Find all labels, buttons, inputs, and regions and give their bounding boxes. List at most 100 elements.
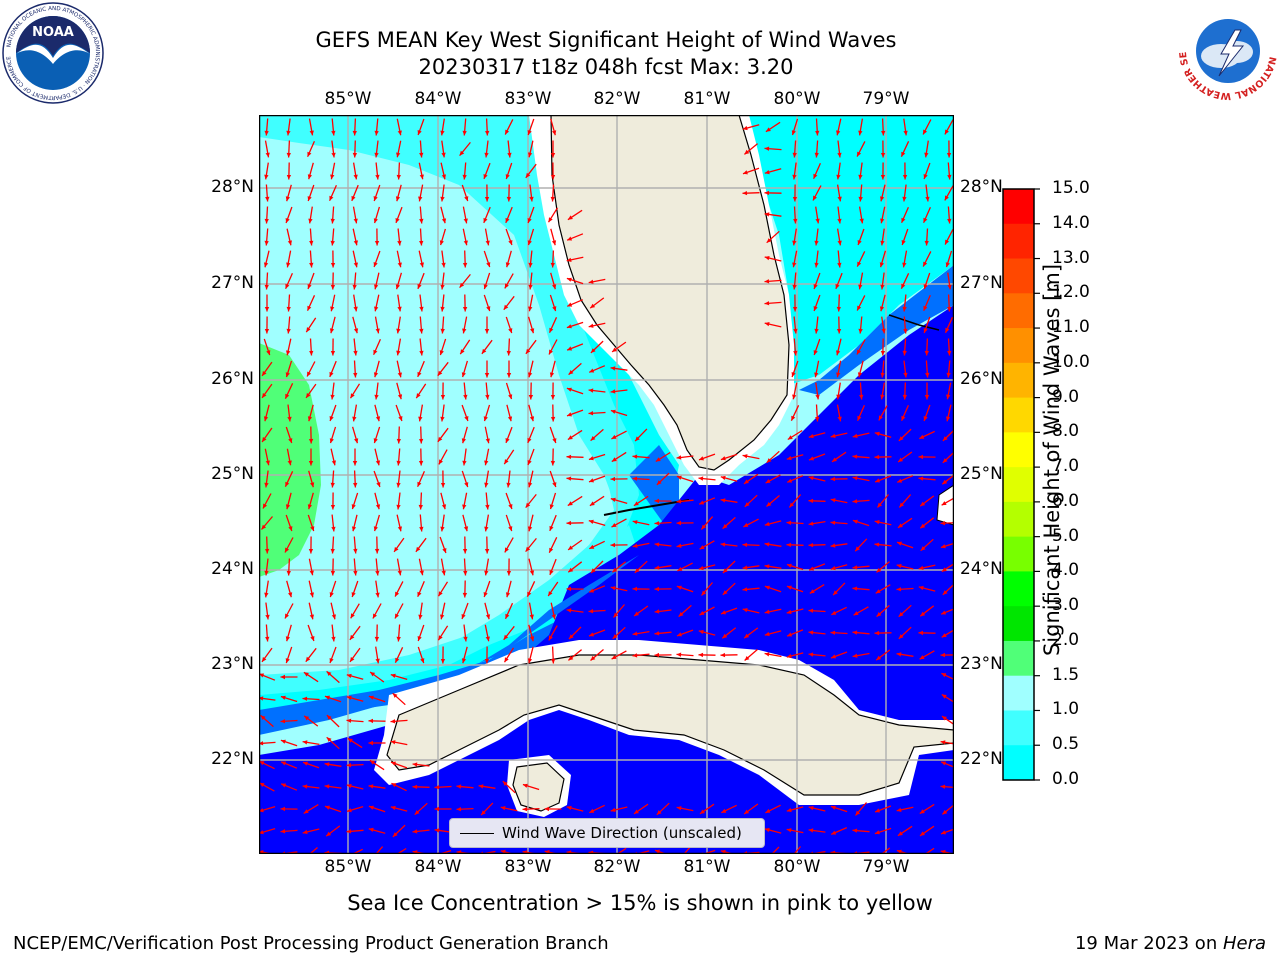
wave-arrow-head [505,592,511,598]
wave-arrow-head [505,262,510,268]
wave-arrow-head [947,218,952,224]
wave-arrow-head [920,546,926,551]
wave-arrow-head [395,218,400,223]
wave-arrow-head [880,284,885,290]
map-grid [259,115,954,854]
wave-arrow-head [525,348,531,354]
wave-arrow-head [878,415,883,421]
wave-arrow-head [947,284,952,290]
wave-arrow-head [786,609,792,615]
wave-arrow-head [263,503,268,509]
lat-tick-left: 23°N [211,654,254,674]
wave-arrow-head [676,520,681,526]
wave-arrow-head [855,546,860,552]
wave-arrow-head [944,129,949,135]
wave-arrow-head [419,262,424,268]
wave-arrow-head [590,348,596,353]
wave-arrow-head [508,394,513,400]
wave-arrow-head [550,262,555,268]
wave-arrow-head [285,636,290,642]
wave-arrow-head [350,613,355,619]
wave-arrow-head [875,589,881,594]
wave-arrow-head [464,416,469,421]
wave-arrow-head [654,586,659,592]
wave-arrow-head [920,831,925,836]
wave-arrow-head [527,460,532,465]
wave-arrow-head [566,324,572,329]
wave-arrow-head [858,328,863,334]
wave-arrow-head [836,329,842,334]
colorbar-segment [1003,362,1034,399]
wave-arrow-head [280,695,286,700]
wave-arrow-head [395,284,400,290]
wave-arrow-head [941,501,947,506]
wave-arrow-head [529,416,535,422]
wave-arrow-head [786,807,792,813]
wave-arrow-head [484,197,490,202]
wave-arrow-head [330,570,336,576]
wave-arrow-head [610,389,616,394]
wave-arrow-head [792,174,797,180]
wave-arrow-head [508,240,513,245]
wave-arrow-head [330,505,336,510]
wave-arrow-head [281,783,287,788]
wave-arrow-head [330,263,336,268]
wave-arrow-head [852,565,858,570]
wave-arrow-head [329,416,334,421]
wave-arrow-head [525,502,531,508]
chart-subtitle: 20230317 t18z 048h fcst Max: 3.20 [418,55,794,79]
wave-arrow-head [412,829,418,834]
lat-tick-right: 22°N [960,749,1003,769]
wave-arrow-head [508,328,513,334]
wave-arrow-head [946,394,951,400]
wave-arrow-head [353,328,359,334]
wave-arrow-head [375,174,380,180]
wave-arrow-head [610,476,615,482]
wave-arrow-head [462,262,468,268]
colorbar-segment [1003,223,1034,260]
wave-arrow-head [808,543,814,548]
chart-title: GEFS MEAN Key West Significant Height of… [315,28,897,52]
colorbar-tick-label: 2.0 [1052,629,1080,650]
wave-arrow-head [392,693,398,698]
wave-arrow-head [764,279,770,284]
wave-arrow-head [876,655,882,661]
wave-arrow-head [504,547,509,553]
wave-arrow-head [548,635,553,641]
wave-arrow-head [924,350,929,356]
wave-arrow-head [881,130,886,136]
wave-arrow-head [610,542,615,548]
wave-arrow-head [438,591,443,597]
wave-arrow-head [350,393,355,399]
wave-arrow-head [462,130,467,136]
wave-arrow-head [309,592,314,598]
wave-arrow-head [568,567,574,573]
wave-arrow-head [309,262,314,268]
wave-arrow-head [699,500,705,505]
wave-arrow-head [375,570,380,576]
wave-arrow-head [567,501,573,506]
colorbar-segment [1003,606,1034,642]
wave-arrow-head [808,806,814,811]
wave-arrow-head [262,393,267,398]
wave-arrow-head [808,652,814,657]
wave-arrow-head [280,829,286,834]
wave-arrow-head [764,609,770,614]
wave-arrow-head [632,476,638,481]
wave-arrow-head [809,589,815,594]
wave-arrow-head [506,482,511,488]
wave-arrow-head [374,284,379,290]
wave-arrow-head [305,656,311,662]
noaa-logo-text: NOAA [32,25,74,40]
wave-arrow-head [567,435,573,440]
wave-arrow-head [390,719,396,724]
wave-arrow-head [764,322,770,327]
wave-arrow-head [500,806,506,811]
wave-arrow-head [417,636,422,641]
wave-arrow-head [349,634,355,640]
wave-arrow-head [764,190,770,196]
wave-arrow-head [924,240,929,246]
wave-arrow-head [506,571,512,576]
wave-arrow-head [264,240,269,246]
wave-arrow-head [417,371,422,377]
